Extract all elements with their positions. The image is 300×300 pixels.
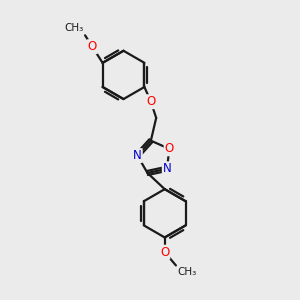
Text: N: N bbox=[163, 162, 172, 175]
Text: O: O bbox=[160, 246, 169, 259]
Text: CH₃: CH₃ bbox=[177, 267, 196, 277]
Text: CH₃: CH₃ bbox=[64, 23, 84, 33]
Text: O: O bbox=[146, 95, 155, 108]
Text: N: N bbox=[133, 149, 142, 162]
Text: O: O bbox=[165, 142, 174, 155]
Text: O: O bbox=[88, 40, 97, 53]
